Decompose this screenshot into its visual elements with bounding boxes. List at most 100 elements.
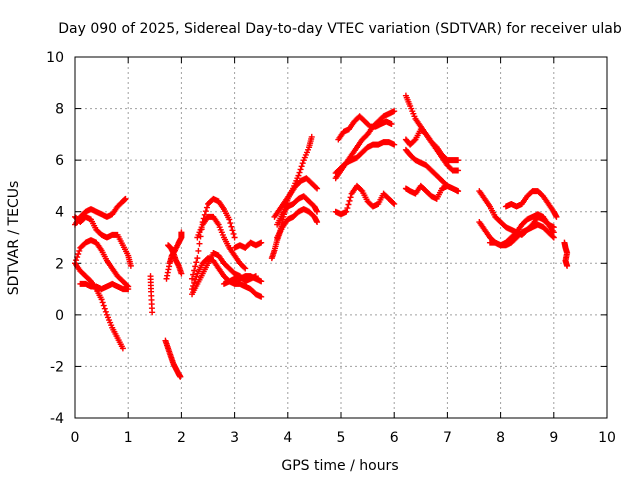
data-point <box>358 187 365 194</box>
y-tick-label: 10 <box>46 50 64 66</box>
data-point <box>196 240 203 247</box>
data-point <box>125 286 132 293</box>
data-point <box>149 309 156 316</box>
chart-title: Day 090 of 2025, Sidereal Day-to-day VTE… <box>58 21 622 37</box>
data-point <box>258 278 265 285</box>
data-point <box>226 216 233 223</box>
data-point <box>99 299 106 306</box>
data-point <box>193 259 200 266</box>
data-point <box>296 169 303 176</box>
data-point <box>295 172 302 179</box>
y-tick-label: 2 <box>55 256 64 272</box>
data-point <box>190 271 197 278</box>
data-point <box>227 220 234 227</box>
data-point <box>564 262 571 269</box>
data-point <box>203 204 210 211</box>
data-point <box>189 275 196 282</box>
series-arc6 <box>147 273 156 316</box>
x-axis-ticks: 0 1 2 3 4 5 6 7 8 9 10 <box>71 57 616 446</box>
data-point <box>194 255 201 262</box>
data-point <box>299 160 306 167</box>
data-point <box>177 373 184 380</box>
data-point <box>347 194 354 201</box>
x-tick-label: 9 <box>549 430 558 446</box>
y-tick-label: 4 <box>55 205 64 221</box>
x-tick-label: 1 <box>124 430 133 446</box>
data-point <box>192 263 199 270</box>
data-point <box>75 251 82 258</box>
series-arc23 <box>332 139 398 177</box>
data-point <box>344 205 351 212</box>
data-point <box>228 223 235 230</box>
data-point <box>550 229 557 236</box>
series-arc20 <box>332 182 398 218</box>
data-point <box>550 224 557 231</box>
data-point <box>455 157 462 164</box>
series-arc1 <box>72 195 129 228</box>
y-axis-ticks: -4 -2 0 2 4 6 8 10 <box>46 50 607 427</box>
series-arc11 <box>194 213 249 272</box>
x-tick-label: 7 <box>443 430 452 446</box>
data-point <box>102 308 109 315</box>
data-point <box>314 219 321 226</box>
data-point <box>258 239 265 246</box>
y-tick-label: 8 <box>55 102 64 118</box>
data-point <box>455 188 462 195</box>
series-arc30 <box>486 211 557 249</box>
x-tick-label: 8 <box>496 430 505 446</box>
data-point <box>455 167 462 174</box>
series-arc22 <box>332 108 398 182</box>
data-point <box>391 108 398 115</box>
data-point <box>346 197 353 204</box>
x-axis-label: GPS time / hours <box>281 458 398 474</box>
data-point <box>549 233 556 240</box>
data-point <box>230 230 237 237</box>
data-point <box>314 185 321 192</box>
data-point <box>312 184 319 191</box>
y-tick-label: 6 <box>55 153 64 169</box>
x-tick-label: 2 <box>177 430 186 446</box>
data-point <box>308 133 315 140</box>
data-point <box>195 247 202 254</box>
series-arc27 <box>402 182 462 202</box>
grid-lines <box>75 57 607 418</box>
data-point <box>191 279 198 286</box>
data-point <box>391 200 398 207</box>
data-point <box>411 137 418 144</box>
x-tick-label: 6 <box>390 430 399 446</box>
data-point <box>314 208 321 215</box>
data-points <box>72 92 571 380</box>
series-arc18 <box>274 193 321 228</box>
data-point <box>550 234 557 241</box>
data-point <box>553 213 560 220</box>
y-tick-label: 0 <box>55 308 64 324</box>
data-point <box>122 195 129 202</box>
data-point <box>191 267 198 274</box>
series-arc9 <box>165 242 185 277</box>
data-point <box>343 208 350 215</box>
data-point <box>98 296 105 303</box>
data-point <box>241 264 248 271</box>
data-point <box>178 229 185 236</box>
series-arc13 <box>189 249 259 298</box>
data-point <box>345 201 352 208</box>
series-arc31 <box>502 188 560 220</box>
data-point <box>202 208 209 215</box>
data-point <box>231 234 238 241</box>
x-tick-label: 10 <box>598 430 616 446</box>
series-arc32 <box>561 239 571 269</box>
x-tick-label: 5 <box>337 430 346 446</box>
series-arc3 <box>72 237 132 290</box>
data-point <box>258 293 265 300</box>
data-point <box>391 141 398 148</box>
data-point <box>298 163 305 170</box>
series-arc19 <box>274 206 321 241</box>
y-axis-label: SDTVAR / TECUs <box>6 181 22 296</box>
data-point <box>390 199 397 206</box>
series-arc25 <box>402 126 462 174</box>
x-tick-label: 0 <box>71 430 80 446</box>
series-arc24 <box>402 92 462 164</box>
data-point <box>201 211 208 218</box>
data-point <box>178 270 185 277</box>
